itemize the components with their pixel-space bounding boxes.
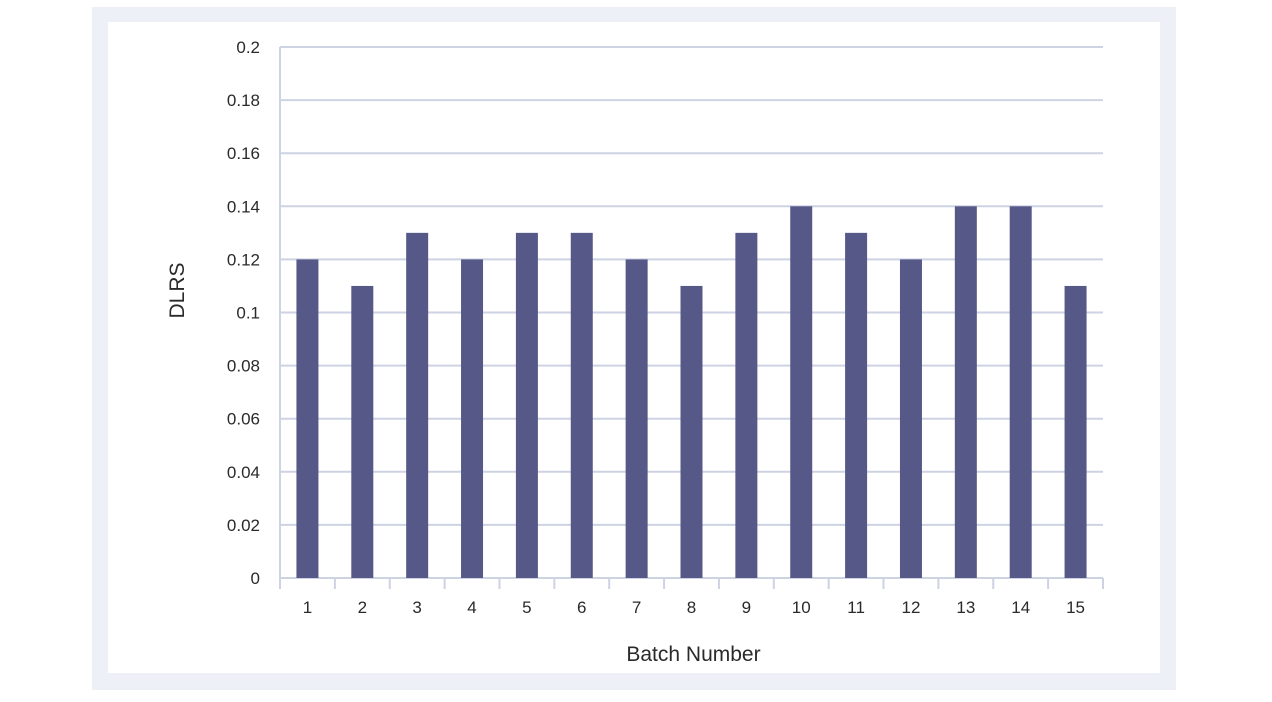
x-tick-label: 5	[522, 598, 531, 617]
y-tick-label: 0.2	[236, 38, 260, 57]
bar-batch-2	[351, 285, 374, 578]
x-tick-label: 8	[687, 598, 696, 617]
y-tick-label: 0.06	[227, 410, 260, 429]
y-tick-label: 0	[251, 569, 260, 588]
x-tick-label: 15	[1066, 598, 1085, 617]
y-tick-label: 0.14	[227, 197, 260, 216]
y-tick-label: 0.16	[227, 144, 260, 163]
bar-batch-1	[296, 259, 319, 578]
bars	[296, 206, 1087, 579]
y-tick-label: 0.1	[236, 304, 260, 323]
y-tick-label: 0.04	[227, 463, 260, 482]
bar-batch-15	[1064, 285, 1087, 578]
bar-batch-5	[515, 232, 538, 578]
x-tick-label: 1	[303, 598, 312, 617]
y-tick-label: 0.08	[227, 357, 260, 376]
x-axis-title: Batch Number	[626, 643, 760, 666]
bar-batch-13	[954, 206, 977, 579]
y-axis-title: DLRS	[166, 262, 189, 318]
bar-batch-12	[899, 259, 922, 578]
y-tick-label: 0.02	[227, 516, 260, 535]
x-tick-label: 3	[412, 598, 421, 617]
x-tick-label: 6	[577, 598, 586, 617]
bar-batch-7	[625, 259, 648, 578]
bar-batch-8	[680, 285, 703, 578]
y-tick-label: 0.12	[227, 250, 260, 269]
bar-batch-11	[845, 232, 868, 578]
bar-batch-4	[461, 259, 484, 578]
x-tick-label: 13	[956, 598, 975, 617]
x-tick-label: 4	[467, 598, 476, 617]
y-tick-labels: 0 0.02 0.04 0.06 0.08 0.1 0.12 0.14 0.16 0.18 0.2	[227, 38, 260, 588]
x-tick-labels: 1 2 3 4 5 6 7 8 9 10 11 12 13 14 15	[303, 598, 1085, 617]
x-tick-label: 11	[847, 598, 865, 617]
x-tick-label: 10	[792, 598, 811, 617]
x-tick-label: 14	[1011, 598, 1030, 617]
x-tick-label: 9	[742, 598, 751, 617]
bar-batch-3	[406, 232, 429, 578]
bar-batch-14	[1009, 206, 1032, 579]
y-tick-label: 0.18	[227, 91, 260, 110]
x-tick-label: 2	[358, 598, 367, 617]
x-tick-label: 12	[902, 598, 921, 617]
x-tick-label: 7	[632, 598, 641, 617]
bar-batch-6	[570, 232, 593, 578]
bar-batch-10	[790, 206, 813, 579]
bar-batch-9	[735, 232, 758, 578]
